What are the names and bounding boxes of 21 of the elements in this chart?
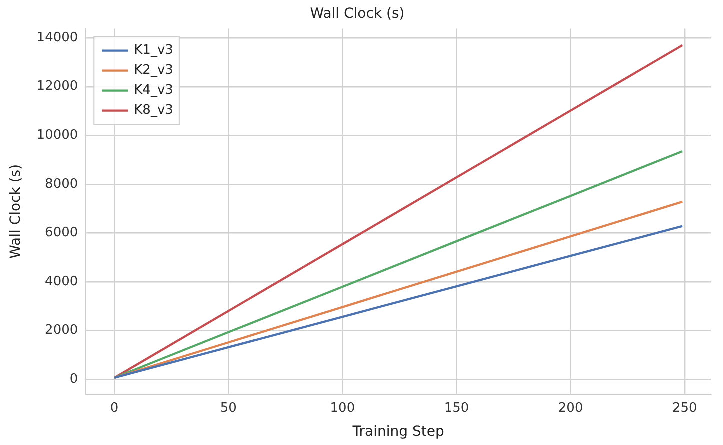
y-tick-label: 8000: [45, 176, 78, 192]
legend-label: K8_v3: [134, 103, 174, 118]
x-tick-label: 150: [444, 400, 470, 416]
legend-label: K4_v3: [134, 83, 174, 98]
y-tick-label: 12000: [36, 79, 78, 94]
chart-title: Wall Clock (s): [310, 6, 405, 22]
x-tick-label: 100: [330, 400, 356, 416]
x-tick-label: 50: [220, 400, 237, 416]
x-tick-label: 250: [672, 400, 698, 416]
y-tick-label: 0: [70, 372, 78, 387]
x-tick-label: 200: [558, 400, 584, 416]
legend-label: K1_v3: [134, 43, 174, 58]
y-tick-label: 4000: [45, 274, 78, 290]
y-tick-label: 2000: [45, 323, 78, 338]
x-tick-label: 0: [110, 400, 119, 416]
y-axis-title: Wall Clock (s): [8, 164, 24, 259]
y-tick-label: 6000: [45, 226, 78, 241]
y-tick-label: 14000: [36, 30, 78, 46]
x-axis-title: Training Step: [352, 424, 444, 440]
legend-label: K2_v3: [134, 63, 174, 78]
y-tick-label: 10000: [36, 128, 78, 144]
